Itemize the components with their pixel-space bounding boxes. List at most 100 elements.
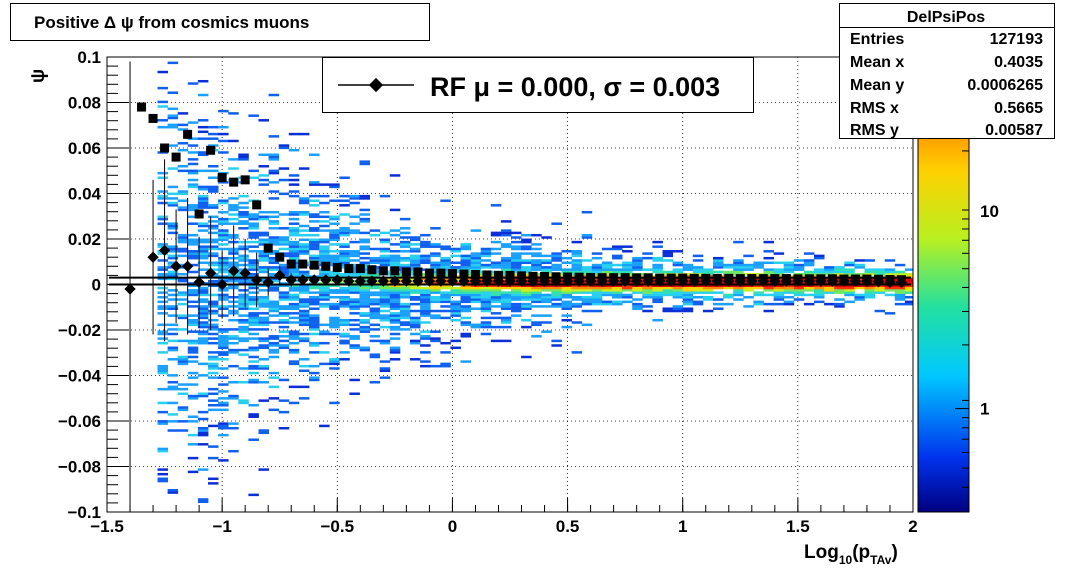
heatmap-cell: [157, 307, 168, 310]
heatmap-cell: [258, 238, 269, 242]
heatmap-cell: [369, 233, 381, 237]
heatmap-cell: [329, 217, 340, 221]
heatmap-cell: [208, 424, 219, 428]
heatmap-cell: [470, 323, 482, 327]
heatmap-cell: [298, 224, 310, 228]
heatmap-cell: [430, 245, 441, 248]
heatmap-cell: [329, 323, 340, 327]
heatmap-cell: [208, 362, 219, 366]
heatmap-cell: [157, 337, 168, 340]
heatmap-cell: [187, 169, 199, 173]
heatmap-cell: [157, 215, 168, 219]
heatmap-cell: [834, 298, 845, 301]
heatmap-cell: [228, 208, 239, 212]
heatmap-cell: [430, 270, 441, 274]
heatmap-cell: [591, 302, 603, 306]
heatmap-cell: [369, 335, 381, 338]
heatmap-cell: [309, 220, 320, 223]
heatmap-cell: [632, 268, 643, 271]
heatmap-cell: [490, 266, 502, 269]
heatmap-cell: [702, 284, 714, 287]
heatmap-cell: [521, 266, 532, 269]
heatmap-cell: [369, 307, 381, 310]
heatmap-cell: [329, 215, 340, 219]
heatmap-cell: [288, 178, 300, 182]
heatmap-cell: [268, 181, 280, 184]
heatmap-cell: [702, 298, 714, 301]
heatmap-cell: [208, 190, 219, 193]
heatmap-cell: [309, 351, 320, 354]
heatmap-cell: [379, 341, 391, 345]
heatmap-cell: [167, 91, 179, 94]
heatmap-cell: [157, 197, 168, 200]
heatmap-cell: [753, 266, 764, 269]
heatmap-cell: [500, 233, 512, 237]
heatmap-cell: [844, 300, 855, 304]
heatmap-cell: [521, 270, 532, 274]
heatmap-cell: [541, 300, 552, 304]
heatmap-cell: [430, 252, 441, 255]
heatmap-cell: [672, 282, 684, 285]
heatmap-cell: [581, 302, 593, 306]
heatmap-cell: [349, 307, 360, 310]
heatmap-cell: [197, 256, 209, 260]
heatmap-cell: [450, 302, 461, 306]
heatmap-cell: [440, 261, 451, 265]
heatmap-cell: [793, 259, 805, 262]
heatmap-cell: [622, 245, 633, 248]
heatmap-cell: [541, 293, 552, 297]
heatmap-cell: [248, 295, 259, 299]
heatmap-cell: [298, 385, 310, 389]
heatmap-cell: [894, 295, 906, 299]
heatmap-cell: [460, 261, 471, 265]
heatmap-cell: [329, 243, 340, 246]
heatmap-cell: [349, 215, 360, 219]
heatmap-cell: [420, 344, 431, 347]
heatmap-cell: [844, 263, 855, 267]
heatmap-cell: [551, 268, 562, 271]
heatmap-cell: [329, 261, 340, 265]
heatmap-cell: [248, 413, 259, 416]
heatmap-cell: [904, 286, 913, 290]
heatmap-cell: [571, 252, 583, 255]
heatmap-cell: [288, 229, 300, 232]
heatmap-cell: [298, 238, 310, 242]
heatmap-cell: [218, 408, 229, 412]
heatmap-cell: [460, 259, 471, 262]
heatmap-cell: [430, 289, 441, 292]
heatmap-cell: [551, 305, 562, 308]
heatmap-cell: [541, 261, 552, 265]
heatmap-cell: [268, 321, 280, 324]
heatmap-cell: [157, 468, 168, 471]
heatmap-cell: [349, 275, 360, 278]
heatmap-cell: [874, 309, 886, 313]
heatmap-cell: [632, 263, 643, 267]
heatmap-cell: [450, 300, 461, 304]
heatmap-cell: [177, 291, 189, 294]
heatmap-cell: [309, 286, 320, 290]
heatmap-cell: [288, 332, 300, 336]
heatmap-cell: [248, 240, 259, 244]
heatmap-cell: [682, 300, 694, 304]
heatmap-cell: [359, 302, 370, 306]
heatmap-cell: [319, 252, 330, 255]
heatmap-cell: [248, 245, 259, 248]
heatmap-cell: [288, 217, 300, 221]
heatmap-cell: [642, 268, 653, 271]
heatmap-cell: [389, 305, 401, 308]
heatmap-cell: [692, 254, 704, 258]
heatmap-cell: [238, 298, 249, 301]
heatmap-cell: [197, 394, 209, 398]
heatmap-cell: [521, 305, 532, 308]
heatmap-cell: [208, 245, 219, 248]
heatmap-cell: [218, 210, 229, 214]
heatmap-cell: [238, 155, 249, 159]
heatmap-cell: [157, 70, 168, 74]
heatmap-cell: [228, 206, 239, 209]
heatmap-cell: [389, 337, 401, 340]
heatmap-cell: [319, 250, 330, 253]
heatmap-cell: [622, 286, 633, 290]
heatmap-cell: [682, 263, 694, 267]
heatmap-cell: [157, 447, 168, 451]
heatmap-cell: [268, 222, 280, 225]
